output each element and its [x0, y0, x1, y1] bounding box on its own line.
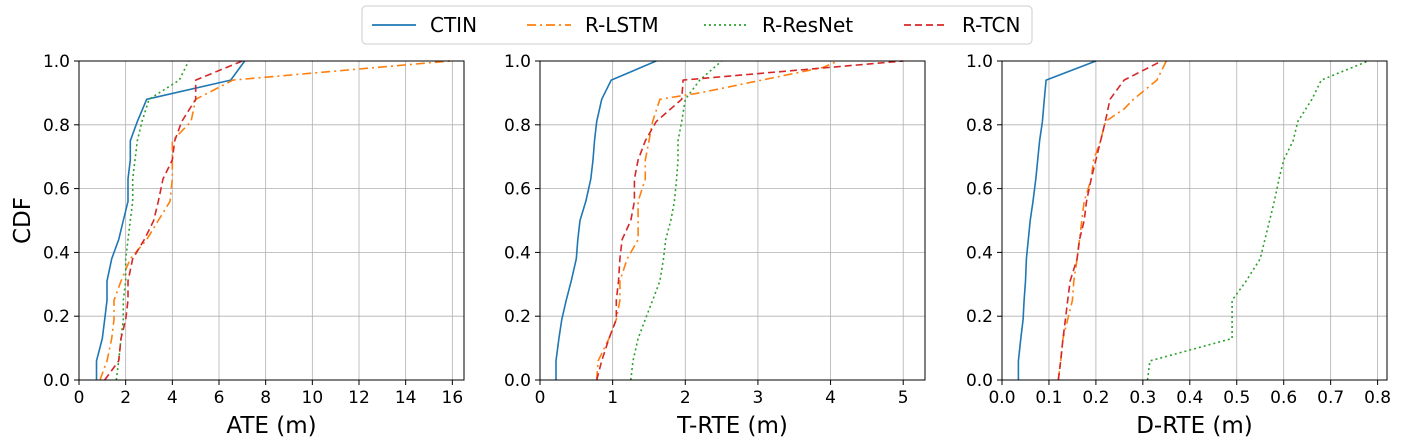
y-tick-label: 0.4: [966, 243, 993, 263]
y-tick-label: 0.0: [966, 371, 993, 391]
series-line-r-resnet: [1146, 60, 1369, 381]
x-tick-label: 3: [753, 388, 764, 408]
y-tick-label: 0.8: [504, 116, 531, 136]
x-tick-label: 0.1: [1035, 388, 1062, 408]
x-tick-label: 4: [167, 388, 178, 408]
series-line-ctin: [1017, 60, 1097, 380]
legend: CTIN R-LSTM R-ResNet R-TCN: [361, 5, 1033, 45]
gridlines: [78, 60, 464, 381]
series-line-ctin: [555, 60, 657, 380]
x-tick-label: 0.5: [1223, 388, 1250, 408]
y-tick-label: 1.0: [966, 52, 993, 72]
axes-frame: [539, 60, 926, 381]
y-tick-label: 0.4: [504, 243, 531, 263]
x-axis-label: ATE (m): [226, 413, 316, 439]
ticks: 0 1 2 3 4 5 0.0 0.2 0.4 0.6 0.8 1.0: [504, 52, 909, 408]
series-line-r-resnet: [630, 60, 723, 381]
x-tick-label: 14: [395, 388, 417, 408]
panel-2: 0 1 2 3 4 5 0.0 0.2 0.4 0.6 0.8 1.0 T-RTE (m): [504, 52, 926, 439]
x-tick-label: 10: [302, 388, 324, 408]
legend-label-r-tcn: R-TCN: [962, 13, 1020, 37]
x-tick-label: 0.3: [1129, 388, 1156, 408]
y-tick-label: 1.0: [43, 52, 70, 72]
y-tick-label: 1.0: [504, 52, 531, 72]
x-tick-label: 5: [898, 388, 909, 408]
series-line-r-resnet: [115, 60, 190, 381]
series-line-r-lstm: [99, 60, 451, 381]
series-line-r-lstm: [595, 60, 839, 381]
gridlines: [539, 60, 925, 381]
x-axis-label: D-RTE (m): [1136, 413, 1253, 439]
legend-frame: [361, 5, 1033, 45]
x-tick-label: 4: [825, 388, 836, 408]
x-tick-label: 12: [348, 388, 370, 408]
y-axis-label: CDF: [10, 197, 36, 244]
axes-frame: [1001, 60, 1388, 381]
x-tick-label: 0.4: [1176, 388, 1203, 408]
y-tick-label: 0.4: [43, 243, 70, 263]
ticks: 0 2 4 6 8 10 12 14 16 0.0 0.2 0.4 0.6 0.8 1.0: [43, 52, 463, 408]
y-tick-label: 0.2: [43, 307, 70, 327]
legend-label-r-resnet: R-ResNet: [762, 13, 853, 37]
x-tick-label: 0.8: [1364, 388, 1391, 408]
y-tick-label: 0.2: [966, 307, 993, 327]
series-lines: [555, 60, 904, 381]
series-line-r-tcn: [104, 60, 243, 381]
y-tick-label: 0.2: [504, 307, 531, 327]
ticks: 0.0 0.1 0.2 0.3 0.4 0.5 0.6 0.7 0.8 0.0 0.2 0.4 0.6 0…: [966, 52, 1391, 408]
y-tick-label: 0.0: [504, 371, 531, 391]
y-tick-label: 0.6: [43, 180, 70, 200]
series-lines: [95, 60, 451, 381]
x-tick-label: 16: [442, 388, 464, 408]
x-tick-label: 2: [120, 388, 131, 408]
series-line-r-lstm: [1057, 60, 1168, 381]
legend-label-ctin: CTIN: [430, 13, 477, 37]
y-tick-label: 0.8: [43, 116, 70, 136]
x-tick-label: 2: [680, 388, 691, 408]
series-line-ctin: [95, 60, 246, 380]
x-tick-label: 0: [74, 388, 85, 408]
x-tick-label: 0.6: [1270, 388, 1297, 408]
x-tick-label: 0: [535, 388, 546, 408]
x-tick-label: 0.0: [988, 388, 1015, 408]
series-line-r-tcn: [595, 60, 904, 381]
x-tick-label: 1: [607, 388, 618, 408]
x-tick-label: 0.2: [1082, 388, 1109, 408]
series-lines: [1017, 60, 1369, 381]
x-axis-label: T-RTE (m): [676, 413, 788, 439]
legend-label-r-lstm: R-LSTM: [585, 13, 659, 37]
axes-frame: [78, 60, 465, 381]
x-tick-label: 6: [214, 388, 225, 408]
panel-1: 0 2 4 6 8 10 12 14 16 0.0 0.2 0.4 0.6 0.8 1.0 ATE (m) CD…: [10, 52, 465, 439]
y-tick-label: 0.6: [504, 180, 531, 200]
x-tick-label: 8: [260, 388, 271, 408]
y-tick-label: 0.0: [43, 371, 70, 391]
panel-3: 0.0 0.1 0.2 0.3 0.4 0.5 0.6 0.7 0.8 0.0 0.2 0.4 0.6 0…: [966, 52, 1391, 439]
x-tick-label: 0.7: [1317, 388, 1344, 408]
series-line-r-tcn: [1057, 60, 1162, 381]
gridlines: [1001, 60, 1387, 381]
y-tick-label: 0.8: [966, 116, 993, 136]
y-tick-label: 0.6: [966, 180, 993, 200]
